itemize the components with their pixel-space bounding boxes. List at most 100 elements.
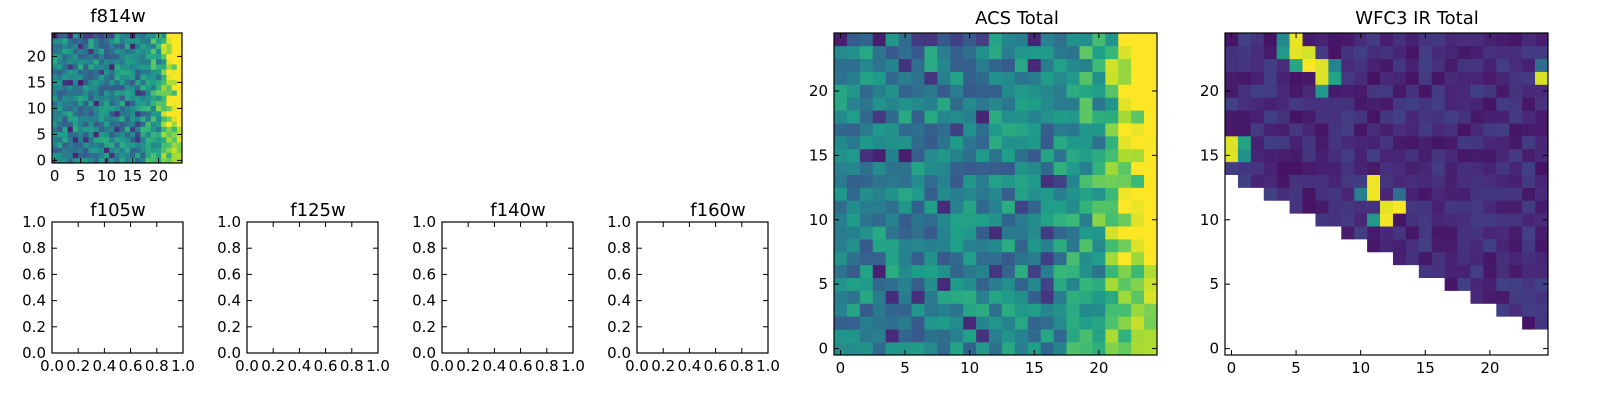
acs-total-cell bbox=[1079, 316, 1093, 330]
f814w-cell bbox=[57, 95, 63, 101]
wfc3-ir-total-cell bbox=[1289, 33, 1303, 47]
acs-total-cell bbox=[872, 174, 886, 188]
f814w-cell bbox=[57, 105, 63, 112]
wfc3-ir-total-cell bbox=[1237, 33, 1252, 47]
acs-total-cell bbox=[1131, 97, 1145, 111]
f814w-cell bbox=[124, 137, 131, 143]
f814w-cell bbox=[88, 79, 94, 86]
f814w-cell bbox=[171, 90, 178, 96]
wfc3-ir-total-cell bbox=[1405, 161, 1420, 175]
f814w-cell bbox=[140, 74, 146, 81]
acs-total-xtick-label: 15 bbox=[1025, 359, 1044, 377]
f814w-cell bbox=[67, 79, 74, 86]
wfc3-ir-total-cell bbox=[1509, 251, 1523, 266]
f814w-cell bbox=[93, 38, 100, 44]
wfc3-ir-total-cell bbox=[1470, 123, 1484, 137]
f814w-cell bbox=[130, 111, 136, 117]
f814w-cell bbox=[93, 53, 100, 60]
acs-total-cell bbox=[872, 226, 886, 240]
wfc3-ir-total-cell bbox=[1418, 161, 1433, 175]
acs-total-cell bbox=[872, 277, 886, 291]
wfc3-ir-total-cell bbox=[1237, 110, 1252, 124]
f814w-cell bbox=[109, 126, 115, 133]
acs-total-cell bbox=[1144, 239, 1158, 253]
f814w-cell bbox=[135, 142, 141, 148]
acs-total-cell bbox=[989, 290, 1003, 304]
f814w-cell bbox=[67, 137, 74, 143]
f814w-cell bbox=[57, 79, 63, 86]
acs-total-cell bbox=[1027, 84, 1042, 98]
acs-total-cell bbox=[1001, 213, 1016, 227]
acs-total-cell bbox=[1053, 148, 1067, 163]
f814w-cell bbox=[109, 38, 115, 44]
f814w-cell bbox=[119, 105, 126, 112]
acs-total-cell bbox=[1027, 174, 1042, 188]
title-acs-total: ACS Total bbox=[975, 8, 1059, 29]
f814w-cell bbox=[52, 121, 58, 127]
f814w-cell bbox=[156, 85, 162, 91]
wfc3-ir-total-cell bbox=[1509, 71, 1523, 85]
acs-total-cell bbox=[1144, 45, 1158, 60]
f814w-cell bbox=[93, 147, 100, 153]
f814w-cell bbox=[72, 142, 79, 148]
wfc3-ir-total-cell bbox=[1250, 174, 1265, 188]
acs-total-cell bbox=[1001, 329, 1016, 343]
f814w-cell bbox=[161, 74, 167, 81]
wfc3-ir-total-cell bbox=[1418, 264, 1433, 279]
acs-total-cell bbox=[924, 148, 938, 163]
acs-total-cell bbox=[950, 33, 964, 47]
acs-total-cell bbox=[859, 277, 874, 291]
f814w-cell bbox=[171, 100, 178, 107]
acs-total-cell bbox=[885, 174, 899, 188]
wfc3-ir-total-cell bbox=[1522, 136, 1536, 150]
f814w-cell bbox=[161, 157, 167, 164]
f814w-cell bbox=[114, 111, 120, 117]
acs-total-cell bbox=[1105, 316, 1119, 330]
wfc3-ir-total-cell bbox=[1392, 148, 1407, 163]
f814w-cell bbox=[98, 79, 105, 86]
f814w-cell bbox=[104, 59, 110, 65]
acs-total-cell bbox=[1027, 33, 1042, 47]
wfc3-ir-total-cell bbox=[1457, 97, 1471, 111]
acs-total-cell bbox=[834, 251, 848, 266]
f814w-cell bbox=[145, 64, 152, 70]
wfc3-ir-total-cell bbox=[1328, 174, 1342, 188]
acs-total-cell bbox=[1092, 251, 1106, 266]
f814w-cell bbox=[78, 79, 84, 86]
wfc3-ir-total-cell bbox=[1250, 45, 1265, 60]
wfc3-ir-total-cell bbox=[1276, 161, 1290, 175]
acs-total-cell bbox=[885, 342, 899, 356]
f814w-cell bbox=[78, 147, 84, 153]
wfc3-ir-total-cell bbox=[1315, 200, 1329, 214]
wfc3-ir-total-cell bbox=[1444, 174, 1458, 188]
wfc3-ir-total-cell bbox=[1496, 213, 1510, 227]
acs-total-cell bbox=[885, 97, 899, 111]
wfc3-ir-total-cell bbox=[1302, 187, 1316, 201]
wfc3-ir-total-cell bbox=[1328, 97, 1342, 111]
f814w-cell bbox=[78, 48, 84, 55]
f125w-xtick-label: 0.6 bbox=[314, 357, 338, 375]
acs-total-cell bbox=[1131, 251, 1145, 266]
f814w-cell bbox=[78, 152, 84, 159]
f814w-cell bbox=[140, 100, 146, 107]
wfc3-ir-total-cell bbox=[1509, 200, 1523, 214]
acs-total-cell bbox=[859, 174, 874, 188]
wfc3-ir-total-cell bbox=[1354, 174, 1368, 188]
f125w-frame bbox=[246, 221, 379, 354]
wfc3-ir-total-cell bbox=[1405, 213, 1420, 227]
f814w-cell bbox=[119, 152, 126, 159]
wfc3-ir-total-cell bbox=[1315, 136, 1329, 150]
wfc3-ir-total-cell bbox=[1237, 58, 1252, 72]
wfc3-ir-total-cell bbox=[1483, 264, 1497, 279]
wfc3-ir-total-cell bbox=[1444, 226, 1458, 240]
acs-total-cell bbox=[872, 161, 886, 175]
f814w-cell bbox=[150, 53, 157, 60]
wfc3-ir-total-cell bbox=[1444, 136, 1458, 150]
acs-total-cell bbox=[1066, 264, 1080, 279]
f814w-cell bbox=[166, 131, 172, 138]
wfc3-ir-total-cell bbox=[1535, 200, 1549, 214]
acs-total-cell bbox=[924, 71, 938, 85]
wfc3-ir-total-cell bbox=[1444, 71, 1458, 85]
acs-total-cell bbox=[1144, 161, 1158, 175]
acs-total-cell bbox=[898, 187, 912, 201]
